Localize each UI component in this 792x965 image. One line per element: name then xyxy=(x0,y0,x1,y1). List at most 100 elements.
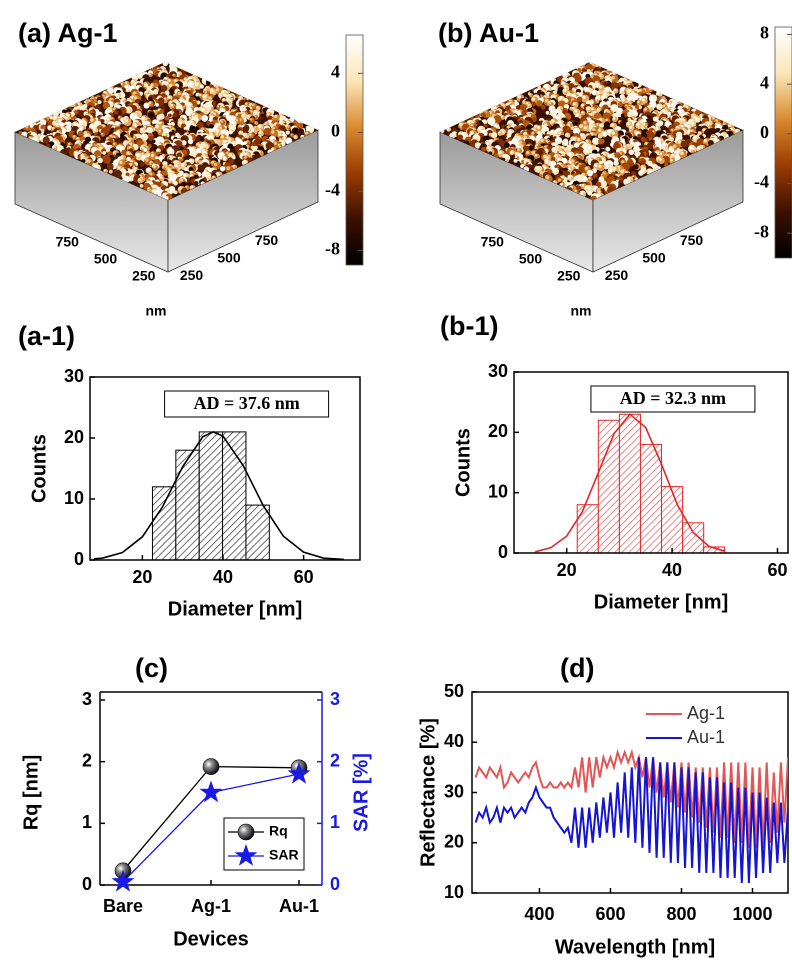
grain-highlight xyxy=(104,169,106,171)
grain-highlight xyxy=(673,144,677,148)
page: 750500250750500250nm40-4-8(a) Ag-1750500… xyxy=(0,0,792,965)
grain-highlight xyxy=(678,106,680,108)
grain-highlight xyxy=(617,148,620,151)
grain-highlight xyxy=(696,118,698,120)
grain-highlight xyxy=(133,75,136,78)
grain-highlight xyxy=(138,178,141,181)
grain-highlight xyxy=(209,177,211,179)
grain-highlight xyxy=(635,142,638,145)
grain-highlight xyxy=(98,158,101,161)
grain-highlight xyxy=(482,120,485,123)
grain-highlight xyxy=(118,166,121,169)
grain-highlight xyxy=(177,103,179,105)
grain-highlight xyxy=(492,133,495,136)
grain xyxy=(258,116,263,121)
grain-highlight xyxy=(203,151,205,153)
grain xyxy=(195,136,200,141)
grain-highlight xyxy=(498,131,500,133)
grain-highlight xyxy=(273,141,277,145)
grain-highlight xyxy=(562,141,564,143)
grain-highlight xyxy=(489,119,492,122)
grain-highlight xyxy=(154,190,156,192)
grain-highlight xyxy=(145,158,149,162)
grain-highlight xyxy=(183,173,186,176)
grain-highlight xyxy=(599,74,602,77)
grain xyxy=(618,102,623,107)
grain xyxy=(172,114,176,118)
grain-highlight xyxy=(549,102,551,104)
grain-highlight xyxy=(676,137,679,140)
grain xyxy=(163,171,167,175)
grain-highlight xyxy=(242,137,244,139)
grain-highlight xyxy=(692,147,695,150)
grain xyxy=(605,147,610,152)
grain-highlight xyxy=(629,130,631,132)
grain-highlight xyxy=(101,133,103,135)
grain xyxy=(629,149,635,155)
grain xyxy=(602,131,607,136)
grain-highlight xyxy=(582,145,585,148)
grain-highlight xyxy=(119,146,122,149)
grain-highlight xyxy=(634,147,637,150)
grain-highlight xyxy=(611,131,615,135)
grain xyxy=(498,131,503,136)
grain-highlight xyxy=(565,143,567,145)
grain-highlight xyxy=(222,99,224,101)
grain-highlight xyxy=(255,122,257,124)
grain-highlight xyxy=(158,130,161,133)
grain xyxy=(189,167,194,172)
grain-highlight xyxy=(635,132,638,135)
grain-highlight xyxy=(171,136,173,138)
grain-highlight xyxy=(600,104,602,106)
grain-highlight xyxy=(577,138,580,141)
grain-highlight xyxy=(159,81,161,83)
grain xyxy=(206,81,211,86)
grain-highlight xyxy=(507,133,509,135)
grain-highlight xyxy=(574,128,577,131)
grain xyxy=(137,178,143,184)
grain-highlight xyxy=(150,163,152,165)
grain-highlight xyxy=(98,100,100,102)
grain-highlight xyxy=(181,163,184,166)
grain-highlight xyxy=(232,156,234,158)
grain xyxy=(293,135,297,139)
grain-highlight xyxy=(459,123,462,126)
axis-unit: nm xyxy=(146,303,167,319)
grain-highlight xyxy=(556,138,559,141)
axis-tick-label: 250 xyxy=(180,267,204,283)
grain-highlight xyxy=(230,127,233,130)
grain-highlight xyxy=(215,129,219,133)
grain xyxy=(153,89,159,95)
grain-highlight xyxy=(627,122,630,125)
grain-highlight xyxy=(212,176,214,178)
grain-highlight xyxy=(629,93,631,95)
grain-highlight xyxy=(611,108,613,110)
grain-highlight xyxy=(693,136,697,140)
grain-highlight xyxy=(625,104,627,106)
grain-highlight xyxy=(613,117,616,120)
grain-highlight xyxy=(229,130,231,132)
grain-highlight xyxy=(187,124,190,127)
grain-highlight xyxy=(203,78,207,82)
grain-highlight xyxy=(536,141,538,143)
grain-highlight xyxy=(168,96,171,99)
grain-highlight xyxy=(524,132,526,134)
grain-highlight xyxy=(202,95,206,99)
grain-highlight xyxy=(573,102,576,105)
colorbar-tick-label: 4 xyxy=(331,61,340,81)
grain-highlight xyxy=(286,138,289,141)
grain-highlight xyxy=(596,97,598,99)
grain-highlight xyxy=(243,160,246,163)
grain-highlight xyxy=(90,118,93,121)
grain-highlight xyxy=(613,113,615,115)
grain-highlight xyxy=(205,91,207,93)
axis-tick-label: 750 xyxy=(255,232,279,248)
grain-highlight xyxy=(199,94,201,96)
grain-highlight xyxy=(620,88,623,91)
grain-highlight xyxy=(121,83,124,86)
grain-highlight xyxy=(190,171,192,173)
grain xyxy=(97,100,101,104)
grain-highlight xyxy=(584,126,587,129)
grain-highlight xyxy=(663,143,666,146)
grain-highlight xyxy=(158,171,160,173)
